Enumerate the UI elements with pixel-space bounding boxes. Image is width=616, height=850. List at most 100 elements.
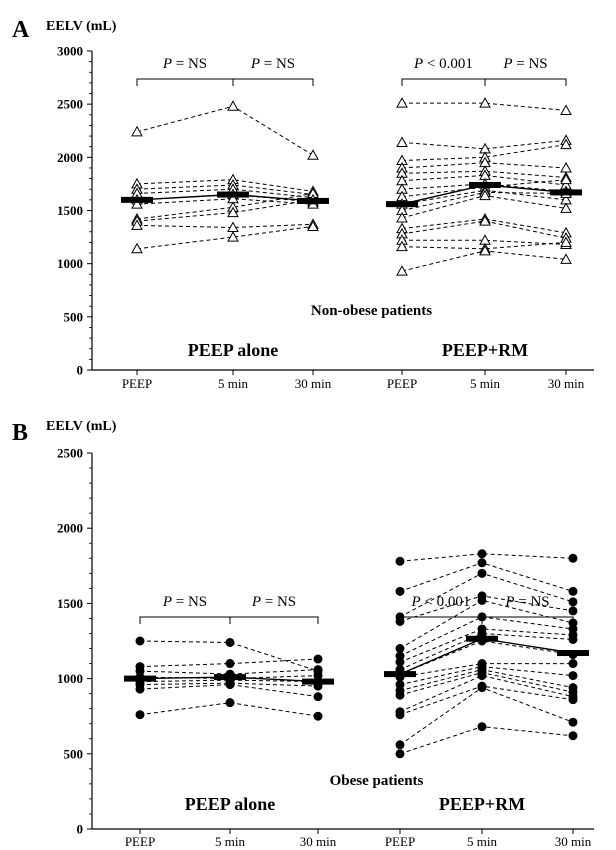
subject-point bbox=[225, 698, 235, 708]
subject-line bbox=[136, 225, 314, 250]
panel-label: A bbox=[12, 17, 30, 43]
subject-point bbox=[560, 104, 572, 116]
subject-point bbox=[560, 236, 572, 247]
subject-line bbox=[399, 675, 574, 713]
mean-bar bbox=[124, 675, 156, 682]
subject-line bbox=[136, 199, 314, 222]
subject-point bbox=[568, 553, 578, 563]
subject-point bbox=[568, 659, 578, 669]
significance-bracket bbox=[232, 78, 314, 86]
x-tick-label: PEEP bbox=[125, 834, 155, 849]
subject-point bbox=[479, 215, 491, 226]
subject-point bbox=[560, 253, 572, 264]
mean-bar bbox=[121, 196, 153, 203]
x-tick-label: 30 min bbox=[555, 834, 592, 849]
subject-point bbox=[479, 97, 491, 108]
subject-point bbox=[560, 161, 572, 173]
subject-point bbox=[477, 568, 487, 578]
subject-point bbox=[395, 644, 405, 654]
subject-line bbox=[136, 105, 314, 156]
subject-point bbox=[568, 597, 578, 607]
p-value-label: P = NS bbox=[250, 56, 295, 72]
subject-point bbox=[227, 100, 239, 111]
subject-point bbox=[568, 671, 578, 681]
subject-line bbox=[399, 672, 574, 696]
p-value-label: P = NS bbox=[162, 594, 207, 610]
subject-line bbox=[139, 682, 319, 687]
subject-point bbox=[395, 690, 405, 700]
subject-line bbox=[399, 640, 574, 675]
panel-a: 0 500 1000 1500 2000 2500 3000 PEEP 5 min 30 min P… bbox=[12, 17, 594, 391]
subject-point bbox=[395, 740, 405, 750]
x-tick-label: 30 min bbox=[295, 376, 332, 391]
subject-point bbox=[477, 549, 487, 559]
mean-bar bbox=[302, 678, 334, 685]
subject-point bbox=[227, 231, 239, 242]
subject-point bbox=[131, 219, 143, 230]
p-value-label: P = NS bbox=[504, 594, 549, 610]
x-tick-label: PEEP bbox=[387, 376, 417, 391]
y-tick-label: 1000 bbox=[57, 671, 83, 686]
panel-b: 0 500 1000 1500 2000 2500 PEEP 5 min 30 min PEEP 5… bbox=[12, 419, 594, 849]
subject-point bbox=[307, 149, 319, 160]
y-axis-label: EELV (mL) bbox=[46, 19, 117, 34]
x-tick-label: 5 min bbox=[470, 376, 500, 391]
subject-line bbox=[399, 687, 574, 746]
subject-line bbox=[136, 179, 314, 192]
mean-bar bbox=[469, 181, 501, 188]
mean-bar bbox=[550, 189, 582, 196]
subject-line bbox=[136, 184, 314, 195]
subject-point bbox=[479, 189, 491, 201]
x-tick-label: 5 min bbox=[215, 834, 245, 849]
mean-bar bbox=[386, 201, 418, 208]
y-tick-label: 0 bbox=[77, 363, 84, 378]
subject-point bbox=[313, 654, 323, 664]
subject-line bbox=[136, 193, 314, 203]
subject-point bbox=[477, 558, 487, 568]
group-label: Obese patients bbox=[330, 773, 424, 789]
group-label: Non-obese patients bbox=[311, 303, 432, 319]
subject-point bbox=[479, 244, 491, 256]
subject-point bbox=[395, 616, 405, 626]
subject-line bbox=[399, 616, 574, 657]
y-tick-label: 2500 bbox=[57, 446, 83, 461]
y-tick-label: 2000 bbox=[57, 150, 83, 165]
subject-line bbox=[399, 666, 574, 686]
subject-point bbox=[396, 136, 408, 147]
subject-point bbox=[396, 265, 408, 276]
subject-point bbox=[313, 711, 323, 721]
significance-bracket bbox=[484, 78, 567, 86]
condition-label: PEEP+RM bbox=[442, 340, 528, 360]
subject-point bbox=[225, 680, 235, 690]
subject-point bbox=[396, 240, 408, 252]
mean-bar bbox=[466, 635, 498, 642]
subject-point bbox=[568, 586, 578, 596]
subject-point bbox=[568, 634, 578, 644]
subject-point bbox=[225, 659, 235, 669]
mean-bar bbox=[217, 191, 249, 198]
p-value-label: P = NS bbox=[251, 594, 296, 610]
p-value-label: P < 0.001 bbox=[413, 56, 473, 72]
subject-point bbox=[395, 586, 405, 596]
subject-point bbox=[477, 671, 487, 681]
significance-bracket bbox=[136, 78, 234, 86]
y-tick-label: 0 bbox=[77, 822, 84, 837]
panel-label: B bbox=[12, 420, 28, 446]
subject-line bbox=[139, 640, 319, 672]
subject-point bbox=[395, 710, 405, 720]
subject-point bbox=[396, 97, 408, 108]
subject-point bbox=[131, 125, 143, 137]
x-tick-label: PEEP bbox=[122, 376, 152, 391]
subject-line bbox=[139, 669, 319, 675]
subject-line bbox=[399, 628, 574, 663]
mean-bar bbox=[557, 650, 589, 657]
subject-point bbox=[477, 683, 487, 693]
subject-line bbox=[139, 684, 319, 698]
y-tick-label: 2500 bbox=[57, 97, 83, 112]
mean-bar bbox=[214, 674, 246, 681]
subject-line bbox=[399, 632, 574, 671]
subject-point bbox=[560, 173, 572, 185]
subject-line bbox=[399, 553, 574, 562]
subject-point bbox=[131, 242, 143, 254]
y-tick-label: 1000 bbox=[57, 256, 83, 271]
